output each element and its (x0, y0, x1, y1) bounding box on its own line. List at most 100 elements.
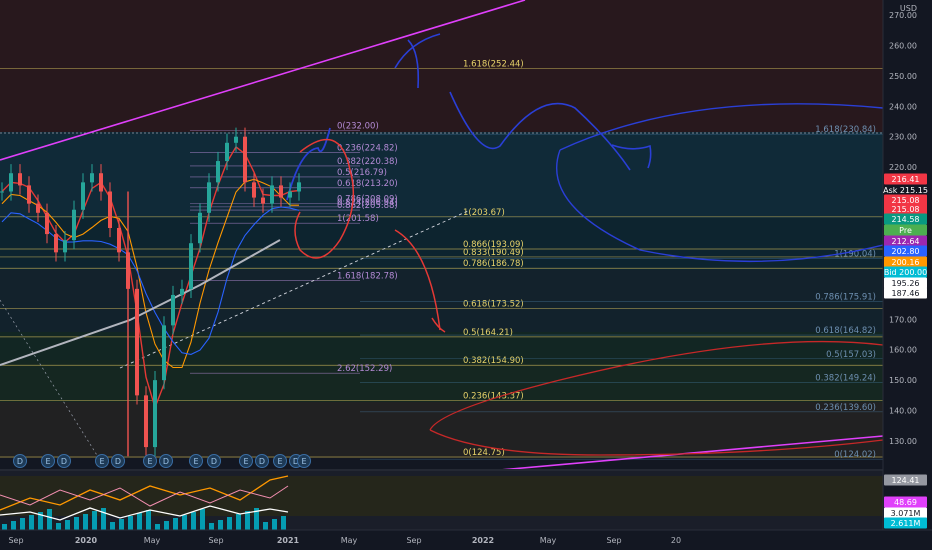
volume-bar (83, 514, 88, 530)
volume-bar (47, 509, 52, 530)
earnings-marker (41, 454, 55, 468)
earnings-marker (95, 454, 109, 468)
price-axis-label: 240.00 (889, 102, 917, 111)
indicator-tag-label: 124.41 (892, 476, 920, 485)
volume-bar (254, 508, 259, 530)
candle-body (252, 182, 256, 198)
fib-main-label: 0.866(193.09) (463, 240, 524, 250)
earnings-marker-label: E (147, 457, 152, 466)
volume-bar (263, 522, 268, 530)
price-tag (884, 266, 927, 278)
fib-right-label: 0.618(164.82) (815, 326, 876, 336)
indicator-tag (884, 474, 927, 486)
volume-bar (65, 520, 70, 530)
volume-bar (101, 508, 106, 530)
volume-bar (74, 517, 79, 530)
red-projection-path (294, 138, 446, 333)
earnings-marker (143, 454, 157, 468)
time-axis-label: Sep (406, 536, 421, 545)
fib-main-label: 0.5(164.21) (463, 328, 513, 338)
time-axis-bg (0, 530, 932, 550)
price-tag (884, 194, 927, 206)
blue-arrow-top (394, 33, 441, 89)
price-tag (884, 224, 927, 236)
fib-main-label: 0(124.75) (463, 448, 505, 458)
time-axis-label: Sep (606, 536, 621, 545)
earnings-marker (255, 454, 269, 468)
price-tag-label: Bid 200.00 (884, 268, 927, 277)
fib-inner-label: 0.824(206.94) (337, 198, 398, 208)
fib-main-label: 0.618(173.52) (463, 300, 524, 310)
lower-trend-line (502, 435, 883, 469)
candle-body (9, 173, 13, 192)
blue-ellipse-projection (555, 103, 883, 263)
candle-body (36, 203, 40, 213)
indicator-line-orange (0, 475, 289, 511)
time-axis-label: Sep (8, 536, 23, 545)
time-axis-label: 2020 (75, 536, 98, 545)
candle-body (216, 161, 220, 183)
time-axis[interactable]: Sep 2020 May Sep 2021 May Sep 2022 May Sep 20 (8, 536, 681, 545)
earnings-marker (13, 454, 27, 468)
indicator-line-white (0, 505, 289, 521)
candle-body (234, 136, 238, 143)
indicator-tag-label: 48.69 (894, 498, 917, 507)
candle-body (63, 240, 67, 253)
earnings-marker-label: E (277, 457, 282, 466)
price-tag-label: 212.64 (892, 237, 920, 246)
fib-right-label: 1(190.04) (834, 249, 876, 259)
volume-bar (272, 519, 277, 530)
candle-body (27, 185, 31, 204)
earnings-marker (189, 454, 203, 468)
earnings-marker (297, 454, 311, 468)
candle-body (171, 294, 175, 326)
fib-inner-label: 0(232.00) (337, 122, 379, 132)
candle-body (54, 234, 58, 253)
price-tag-label: Ask 215.15 (883, 186, 928, 195)
price-axis-label: 230.00 (889, 133, 917, 142)
earnings-marker-label: E (301, 457, 306, 466)
indicator-tag (884, 517, 927, 529)
indicator-tag-label: 2.611M (891, 519, 921, 528)
ma-long-gray (0, 239, 281, 366)
red-ellipse-projection (429, 340, 883, 456)
candle-body (270, 185, 274, 204)
price-tag-label: 200.16 (892, 258, 920, 267)
earnings-marker-label: D (293, 457, 299, 466)
dashed-down-line (0, 299, 101, 461)
volume-bar (182, 515, 187, 530)
fib-inner-label: 2.62(152.29) (337, 364, 392, 374)
candle-body (90, 173, 94, 183)
fib-main-label: 0.236(143.37) (463, 391, 524, 401)
indicator-tag (884, 507, 927, 519)
fib-right-label: 0.382(149.24) (815, 373, 876, 383)
candle-body (279, 185, 283, 198)
volume-bar (200, 509, 205, 530)
volume-bar (128, 516, 133, 530)
fib-main-label: 0.786(186.78) (463, 259, 524, 269)
price-tag (884, 184, 927, 196)
earnings-marker-label: D (163, 457, 169, 466)
candle-body (261, 197, 265, 204)
ma-blue (1, 206, 300, 355)
earnings-marker-label: D (115, 457, 121, 466)
price-tag-label: 215.08 (892, 196, 920, 205)
time-axis-label: 20 (671, 536, 681, 545)
candle-body (81, 182, 85, 210)
fib-inner-label: 1.618(182.78) (337, 271, 398, 281)
time-axis-label: 2022 (472, 536, 494, 545)
volume-bar (209, 523, 214, 530)
candle-body (153, 380, 157, 448)
earnings-marker-label: E (243, 457, 248, 466)
candle-body (162, 325, 166, 381)
price-axis-label: 270.00 (889, 11, 917, 20)
price-tag (884, 245, 927, 257)
candle-body (117, 228, 121, 253)
volume-bar (281, 516, 286, 530)
fib-right-label: 0(124.02) (834, 450, 876, 460)
earnings-marker (159, 454, 173, 468)
price-axis-label: 220.00 (889, 163, 917, 172)
candle-body (198, 212, 202, 244)
